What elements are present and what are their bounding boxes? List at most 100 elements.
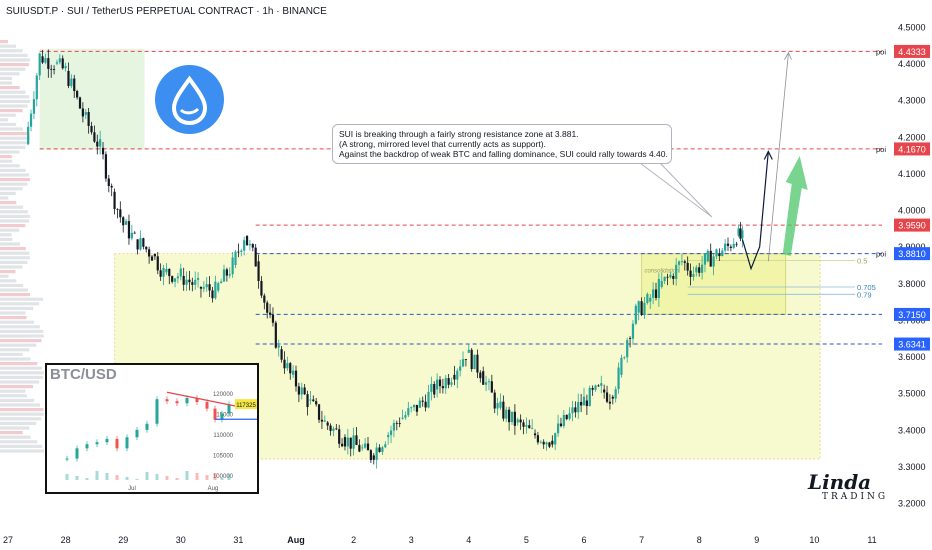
candle-body [721, 250, 724, 257]
candle-body [153, 254, 156, 257]
volume-profile-bar [0, 90, 26, 94]
inset-candle-body [155, 399, 159, 424]
volume-profile-bar [0, 256, 30, 260]
candle-body [649, 297, 652, 302]
x-tick-label: 7 [639, 535, 644, 545]
candle-body [352, 435, 355, 449]
candle-body [519, 419, 522, 423]
candle-body [545, 442, 548, 445]
candle-body [300, 387, 303, 395]
candle-body [476, 354, 479, 373]
poi-label: poi [876, 145, 886, 154]
candle-body [326, 422, 329, 426]
candle-body [695, 267, 698, 273]
candle-body [536, 435, 540, 443]
candle-body [724, 243, 727, 251]
volume-profile-bar [0, 431, 23, 435]
x-tick-label: 2 [351, 535, 356, 545]
x-tick-label: 30 [176, 535, 186, 545]
candle-body [634, 305, 637, 324]
candle-body [47, 58, 50, 69]
candle-body [580, 401, 583, 406]
candle-body [424, 401, 427, 408]
volume-profile-bar [0, 58, 30, 62]
candle-body [364, 443, 367, 448]
candle-body [309, 399, 312, 401]
candle-body [343, 437, 347, 447]
candle-body [369, 450, 372, 461]
candle-body [317, 404, 321, 420]
sui-logo-icon [155, 65, 224, 134]
candle-body [628, 338, 632, 340]
x-tick-label: 4 [466, 535, 471, 545]
candle-body [459, 366, 462, 371]
candle-body [113, 191, 116, 210]
volume-profile-bar [0, 72, 20, 76]
volume-profile-bar [0, 99, 30, 103]
candle-body [677, 261, 681, 265]
candle-body [145, 246, 148, 250]
candle-body [263, 295, 266, 303]
candle-body [574, 407, 577, 413]
candle-body [706, 250, 709, 262]
candle-body [179, 268, 182, 277]
volume-profile-bar [0, 81, 13, 85]
volume-profile-bar [0, 348, 30, 352]
volume-profile-bar [0, 270, 16, 274]
candle-body [87, 112, 90, 126]
candle-body [338, 429, 341, 444]
candle-body [150, 256, 154, 261]
candle-body [652, 289, 655, 298]
candle-body [119, 209, 122, 218]
candle-body [205, 284, 208, 288]
x-tick-label: Aug [287, 535, 305, 545]
inset-volume-bar [195, 473, 199, 480]
volume-profile-bar [0, 316, 27, 320]
candle-body [335, 428, 338, 430]
candle-body [44, 58, 47, 63]
inset-volume-bar [220, 478, 224, 480]
candle-body [726, 243, 730, 246]
candle-body [294, 370, 298, 387]
candle-body [666, 276, 669, 278]
candle-body [395, 422, 398, 424]
price-level-tag [894, 307, 930, 321]
price-level-value: 3.7150 [898, 310, 926, 320]
candle-body [73, 78, 76, 92]
inset-candle-body [125, 437, 129, 449]
projection-arrowhead [763, 150, 773, 160]
volume-profile-bar [0, 132, 28, 136]
candle-body [173, 278, 177, 282]
volume-profile-bar [0, 375, 43, 379]
candle-body [329, 425, 332, 431]
candle-body [640, 301, 643, 316]
candle-body [703, 253, 707, 265]
candle-body [496, 403, 499, 409]
candle-body [680, 261, 684, 263]
green-up-arrow [782, 156, 808, 257]
brand-logo: Linda TRADING [808, 470, 885, 502]
volume-profile-bar [0, 403, 40, 407]
candle-body [76, 91, 79, 98]
candle-body [654, 289, 658, 298]
volume-profile-bar [0, 362, 38, 366]
inset-candle-body [85, 444, 89, 449]
callout-line-2: (A strong, mirrored level that currently… [339, 139, 546, 149]
candle-body [251, 244, 254, 248]
volume-profile-bar [0, 435, 31, 439]
target-arrowhead [784, 51, 792, 60]
candle-body [559, 423, 563, 427]
candle-body [70, 78, 73, 86]
volume-profile-bar [0, 173, 30, 177]
x-tick-label: 28 [61, 535, 71, 545]
price-level-value: 3.8810 [898, 249, 926, 259]
inset-volume-bar [155, 474, 159, 480]
candle-body [234, 251, 237, 265]
volume-profile-bar [0, 109, 23, 113]
candle-body [96, 141, 99, 147]
candle-body [104, 154, 108, 179]
candle-body [588, 387, 591, 407]
candle-body [171, 276, 174, 282]
x-tick-label: 8 [697, 535, 702, 545]
candle-body [165, 268, 168, 273]
